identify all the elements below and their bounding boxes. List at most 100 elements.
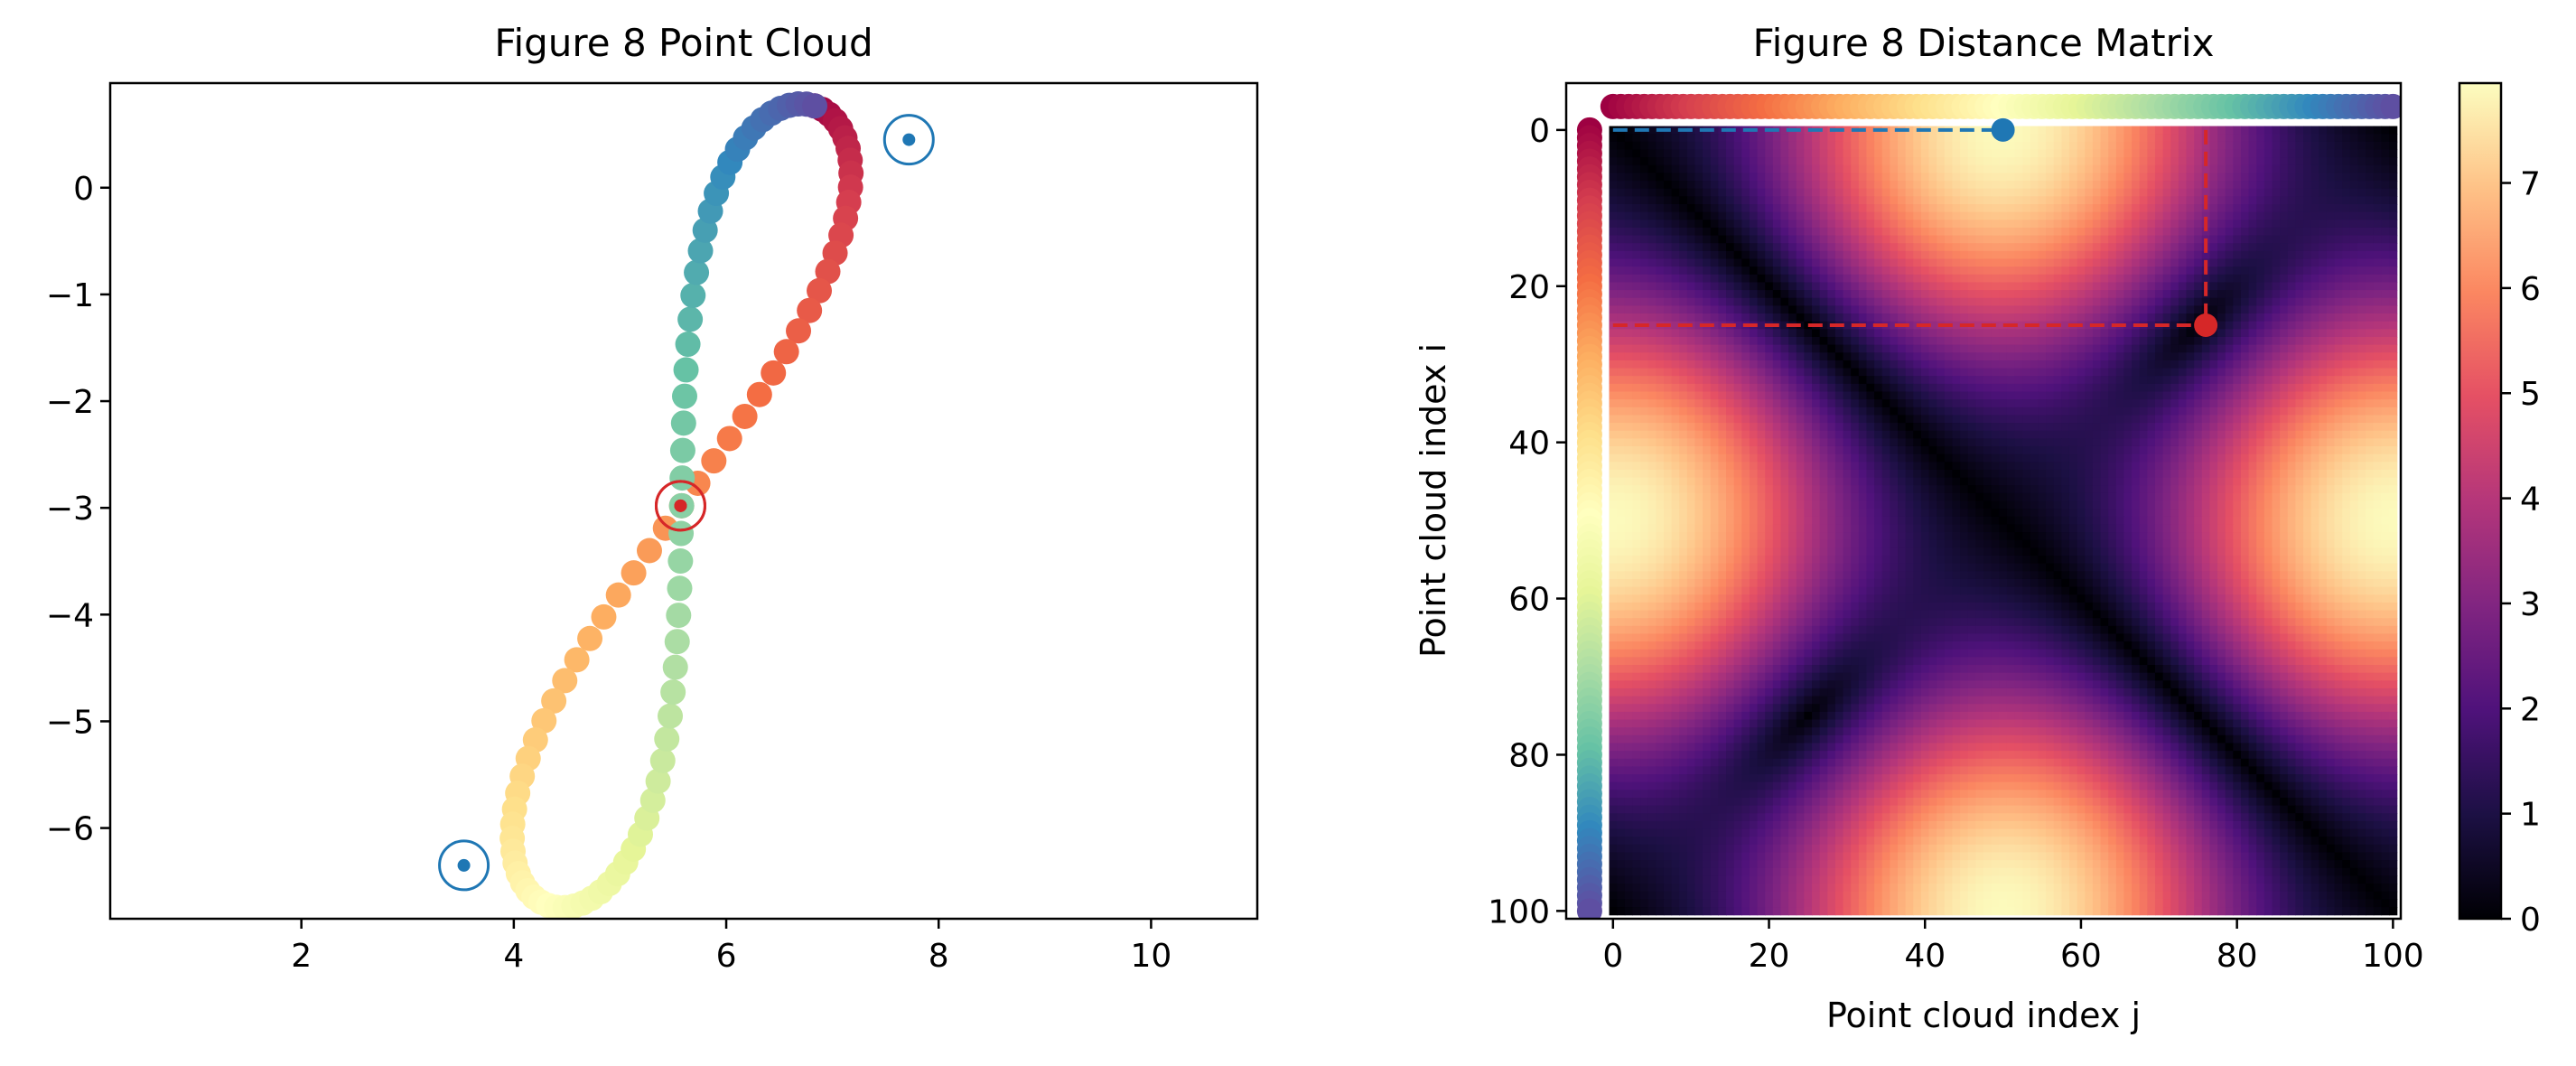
matrix-cell (1749, 297, 1759, 306)
matrix-cell (1757, 297, 1766, 306)
matrix-cell (2115, 368, 2125, 377)
matrix-cell (1834, 368, 1844, 377)
matrix-cell (1741, 297, 1750, 306)
matrix-cell (1694, 305, 1703, 314)
matrix-cell (1874, 188, 1883, 197)
matrix-cell (1686, 141, 1696, 151)
matrix-cell (2357, 415, 2366, 424)
matrix-cell (2147, 368, 2156, 377)
matrix-cell (1874, 423, 1883, 432)
matrix-cell (1663, 360, 1673, 369)
matrix-cell (2225, 376, 2234, 385)
matrix-cell (2178, 423, 2188, 432)
matrix-cell (2225, 157, 2234, 166)
matrix-cell (2170, 266, 2179, 276)
matrix-cell (1772, 266, 1782, 276)
matrix-cell (2030, 297, 2039, 306)
matrix-cell (1928, 164, 1937, 174)
matrix-cell (2303, 329, 2312, 338)
matrix-cell (2030, 290, 2039, 299)
matrix-cell (2217, 188, 2226, 197)
matrix-cell (2085, 243, 2094, 252)
matrix-cell (2349, 321, 2359, 330)
matrix-cell (1632, 469, 1641, 479)
matrix-cell (1991, 438, 2000, 447)
matrix-cell (1991, 188, 2000, 197)
matrix-cell (1834, 243, 1844, 252)
matrix-cell (1656, 258, 1665, 267)
matrix-cell (2186, 290, 2195, 299)
matrix-cell (2342, 313, 2351, 323)
matrix-cell (1967, 141, 1976, 151)
matrix-cell (2295, 211, 2304, 220)
matrix-cell (1796, 352, 1805, 361)
matrix-cell (1999, 164, 2008, 174)
matrix-cell (2287, 196, 2297, 205)
scatter-point (662, 654, 688, 680)
matrix-cell (1834, 141, 1844, 151)
matrix-cell (2154, 173, 2164, 182)
matrix-cell (1749, 290, 1759, 299)
matrix-cell (2006, 243, 2016, 252)
matrix-cell (2233, 329, 2242, 338)
matrix-cell (2147, 243, 2156, 252)
matrix-cell (1834, 227, 1844, 237)
matrix-cell (2132, 336, 2141, 346)
matrix-cell (2319, 399, 2328, 408)
matrix-cell (1741, 204, 1750, 213)
matrix-cell (1703, 243, 1712, 252)
matrix-cell (1694, 196, 1703, 205)
matrix-cell (2319, 250, 2328, 260)
matrix-cell (1874, 438, 1883, 447)
matrix-cell (2006, 149, 2016, 158)
matrix-cell (2046, 282, 2055, 291)
matrix-cell (1617, 266, 1626, 276)
matrix-cell (2381, 227, 2390, 237)
matrix-cell (1671, 321, 1680, 330)
matrix-cell (2319, 220, 2328, 229)
matrix-cell (2194, 399, 2203, 408)
matrix-cell (2030, 188, 2039, 197)
scatter-point (605, 582, 631, 608)
matrix-cell (2147, 149, 2156, 158)
matrix-cell (1866, 477, 1875, 486)
matrix-cell (2038, 274, 2047, 284)
matrix-cell (1913, 204, 1922, 213)
matrix-cell (1765, 492, 1774, 502)
matrix-cell (1866, 157, 1875, 166)
matrix-cell (1710, 329, 1719, 338)
matrix-cell (1733, 181, 1742, 190)
matrix-cell (2248, 196, 2257, 205)
matrix-cell (1827, 274, 1836, 284)
matrix-cell (1780, 211, 1789, 220)
matrix-cell (2319, 383, 2328, 393)
matrix-cell (2194, 220, 2203, 229)
matrix-cell (2209, 243, 2218, 252)
matrix-cell (2217, 438, 2226, 447)
matrix-cell (2381, 321, 2390, 330)
matrix-cell (1960, 282, 1969, 291)
matrix-cell (1944, 376, 1954, 385)
matrix-cell (2186, 430, 2195, 439)
matrix-cell (1617, 430, 1626, 439)
matrix-cell (2038, 336, 2047, 346)
matrix-cell (2123, 188, 2133, 197)
matrix-cell (1834, 344, 1844, 353)
matrix-cell (1703, 196, 1712, 205)
matrix-cell (1656, 164, 1665, 174)
matrix-cell (2154, 305, 2164, 314)
matrix-cell (2061, 274, 2070, 284)
matrix-cell (1656, 415, 1665, 424)
matrix-cell (2147, 438, 2156, 447)
matrix-cell (2272, 204, 2281, 213)
matrix-cell (2186, 235, 2195, 244)
matrix-cell (1718, 383, 1727, 393)
matrix-cell (1663, 181, 1673, 190)
matrix-cell (2178, 360, 2188, 369)
matrix-cell (2272, 321, 2281, 330)
matrix-cell (2373, 258, 2383, 267)
matrix-cell (2077, 407, 2086, 416)
matrix-cell (1647, 196, 1657, 205)
matrix-cell (1686, 368, 1696, 377)
matrix-cell (1772, 383, 1782, 393)
